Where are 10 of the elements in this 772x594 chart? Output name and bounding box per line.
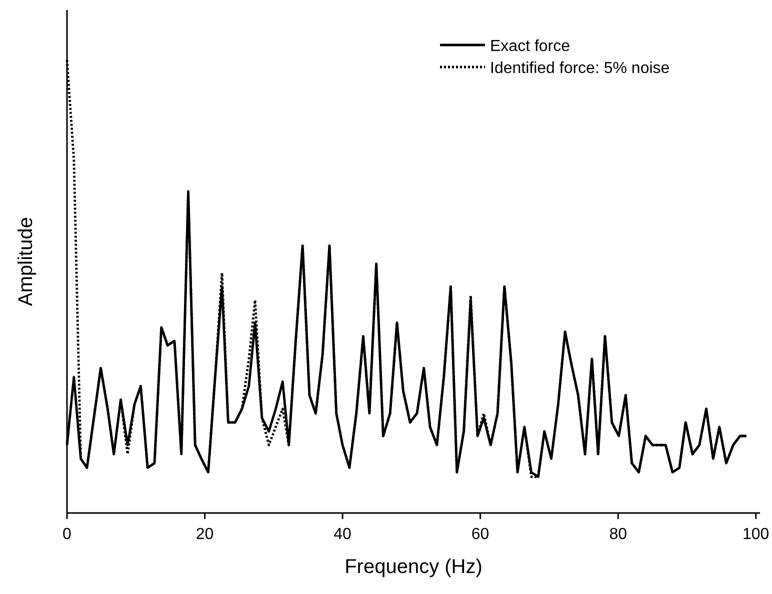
x-tick-label: 40: [334, 526, 352, 543]
x-tick-label: 0: [62, 526, 72, 543]
x-tick-label: 100: [742, 526, 770, 543]
x-tick-label: 80: [609, 526, 628, 543]
y-axis-title: Amplitude: [15, 217, 37, 306]
legend-label: Exact force: [490, 38, 570, 55]
x-tick-label: 60: [471, 526, 490, 543]
legend-label: Identified force: 5% noise: [490, 60, 670, 77]
x-tick-label: 20: [196, 526, 214, 543]
x-axis-title: Frequency (Hz): [344, 556, 482, 578]
